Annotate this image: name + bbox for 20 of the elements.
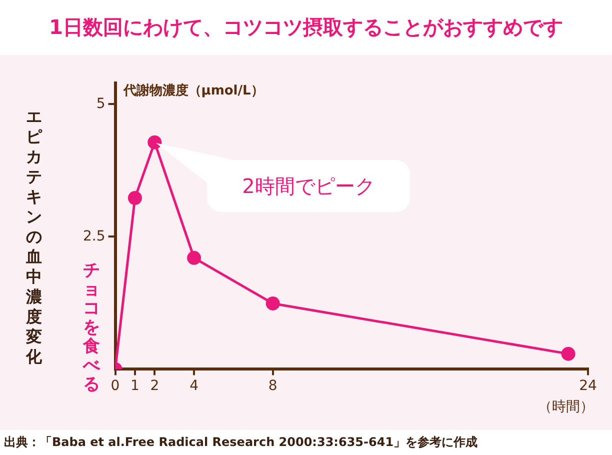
point xyxy=(128,191,142,206)
source-note: 出典：「Baba et al.Free Radical Research 2000:33:635-641」を参考に作成 xyxy=(4,434,478,451)
annotation: チョコを食べる xyxy=(82,260,101,395)
x-tick-label: 8 xyxy=(268,378,278,394)
annotation: 代謝物濃度（μmol/L） xyxy=(122,82,264,98)
x-tick-label: 1 xyxy=(130,378,140,394)
x-tick-label: 24 xyxy=(579,378,597,394)
text: エピカテキンの血中濃度変化 xyxy=(26,107,42,366)
point xyxy=(187,250,202,265)
x-tick-label: 0 xyxy=(110,378,120,394)
x-tick-label: 4 xyxy=(190,378,199,394)
chart-title: 1日数回にわけて、コツコツ摂取することがおすすめです xyxy=(48,14,564,41)
annotation: 2時間でピーク xyxy=(207,160,410,212)
point xyxy=(561,346,576,361)
y-tick-label: 5 xyxy=(96,96,106,112)
point xyxy=(266,296,280,310)
x-tick-label: 2 xyxy=(150,378,160,394)
x-axis-title: （時間） xyxy=(538,398,594,415)
point xyxy=(148,135,162,150)
y-tick-label: 2.5 xyxy=(83,228,106,244)
